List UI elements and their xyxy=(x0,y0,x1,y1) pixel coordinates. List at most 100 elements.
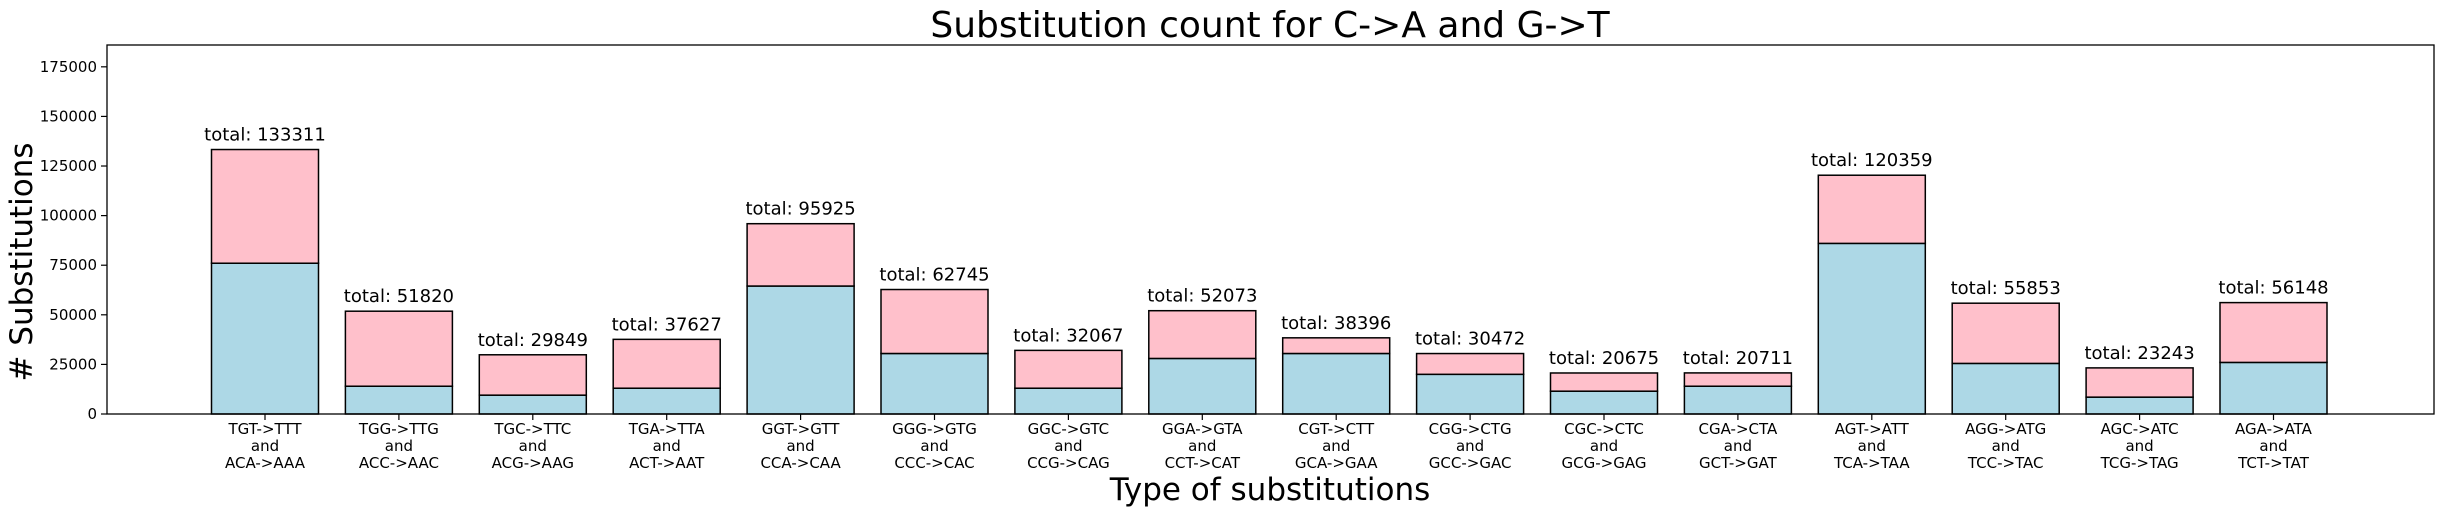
x-tick-label: CCA->CAA xyxy=(760,454,841,472)
bar-segment-1-13 xyxy=(1817,242,1927,415)
total-label: total: 133311 xyxy=(204,125,326,146)
x-tick-label: GCA->GAA xyxy=(1295,454,1378,472)
bar-segment-2-5 xyxy=(746,222,855,287)
x-tick-label: and xyxy=(1456,437,1484,455)
x-tick-label: GCT->GAT xyxy=(1699,454,1778,472)
bar-segment-1-6 xyxy=(880,352,989,415)
bar-segment-2-6 xyxy=(880,288,989,355)
x-tick-label: CGC->CTC xyxy=(1564,420,1644,438)
bar-segment-2-15 xyxy=(2085,367,2194,398)
y-axis-label: # Substitutions xyxy=(4,142,40,381)
bar-segment-1-11 xyxy=(1549,390,1659,415)
chart-title: Substitution count for C->A and G->T xyxy=(930,5,1610,46)
bar-segment-1-16 xyxy=(2219,361,2328,415)
bar-segment-1-8 xyxy=(1148,357,1257,415)
bar-segment-2-4 xyxy=(612,338,721,389)
bar-segment-2-11 xyxy=(1549,372,1659,392)
x-tick-label: GGT->GTT xyxy=(762,420,840,438)
x-tick-label: GGC->GTC xyxy=(1028,420,1110,438)
total-label: total: 38396 xyxy=(1281,313,1391,334)
x-tick-label: GCG->GAG xyxy=(1562,454,1647,472)
total-label: total: 30472 xyxy=(1415,329,1525,350)
x-tick-label: TCG->TAG xyxy=(2100,454,2179,472)
plot-area: total: 133311 total: 51820 total: 29849 tot… xyxy=(40,44,2435,472)
x-tick-label: TCC->TAC xyxy=(1967,454,2044,472)
y-tick-label: 75000 xyxy=(49,256,97,274)
x-tick-label: ACG->AAG xyxy=(492,454,574,472)
bar-segment-2-8 xyxy=(1148,309,1257,360)
x-tick-label: TGG->TTG xyxy=(358,420,439,438)
x-tick-label: and xyxy=(251,437,279,455)
total-label: total: 62745 xyxy=(879,265,989,286)
y-tick-label: 25000 xyxy=(49,355,97,373)
x-tick-label: ACC->AAC xyxy=(359,454,439,472)
total-label: total: 52073 xyxy=(1147,286,1257,307)
x-tick-label: and xyxy=(1188,437,1216,455)
total-label: total: 29849 xyxy=(478,330,588,351)
bar-segment-1-14 xyxy=(1951,362,2060,415)
x-tick-label: AGC->ATC xyxy=(2101,420,2179,438)
x-tick-label: CGA->CTA xyxy=(1699,420,1778,438)
bar-segment-2-7 xyxy=(1014,349,1123,389)
y-tick-label: 125000 xyxy=(40,157,97,175)
x-tick-label: CCT->CAT xyxy=(1165,454,1241,472)
x-tick-label: TGC->TTC xyxy=(493,420,571,438)
x-tick-label: and xyxy=(920,437,948,455)
x-tick-label: and xyxy=(1724,437,1752,455)
x-tick-label: and xyxy=(1054,437,1082,455)
y-tick-label: 50000 xyxy=(49,306,97,324)
bar-segment-1-15 xyxy=(2085,396,2194,415)
total-label: total: 120359 xyxy=(1811,150,1933,171)
bar-segment-2-14 xyxy=(1951,302,2060,365)
plot-frame xyxy=(106,44,2435,415)
bar-segment-2-2 xyxy=(344,310,454,387)
bar-segment-1-9 xyxy=(1281,352,1391,415)
y-tick-label: 100000 xyxy=(40,207,97,225)
x-tick-label: and xyxy=(653,437,681,455)
x-tick-label: and xyxy=(1858,437,1886,455)
bar-segment-1-7 xyxy=(1014,387,1123,415)
x-tick-label: CCC->CAC xyxy=(894,454,974,472)
x-tick-label: ACT->AAT xyxy=(629,454,705,472)
total-label: total: 20711 xyxy=(1683,348,1793,369)
x-tick-label: TGA->TTA xyxy=(628,420,706,438)
x-tick-label: and xyxy=(1590,437,1618,455)
bar-segment-1-2 xyxy=(344,385,454,415)
x-tick-label: AGT->ATT xyxy=(1835,420,1910,438)
bar-segment-1-3 xyxy=(478,394,588,415)
bar-segment-1-10 xyxy=(1415,373,1525,415)
total-label: total: 55853 xyxy=(1951,278,2061,299)
bar-segment-2-1 xyxy=(210,148,320,264)
x-tick-label: and xyxy=(1992,437,2020,455)
x-tick-label: TCA->TAA xyxy=(1833,454,1910,472)
x-tick-label: CGT->CTT xyxy=(1298,420,1375,438)
bar-segment-1-12 xyxy=(1683,385,1793,415)
total-label: total: 51820 xyxy=(344,286,454,307)
total-label: total: 37627 xyxy=(612,314,722,335)
x-tick-label: TGT->TTT xyxy=(228,420,303,438)
x-tick-label: and xyxy=(2125,437,2153,455)
x-axis-label: Type of substitutions xyxy=(1109,472,1431,508)
total-label: total: 23243 xyxy=(2084,343,2194,364)
x-tick-label: ACA->AAA xyxy=(225,454,306,472)
x-tick-label: AGA->ATA xyxy=(2235,420,2313,438)
bar-segment-2-10 xyxy=(1415,352,1525,376)
x-tick-label: and xyxy=(786,437,814,455)
x-tick-label: GGA->GTA xyxy=(1162,420,1243,438)
total-label: total: 20675 xyxy=(1549,348,1659,369)
total-label: total: 32067 xyxy=(1013,325,1123,346)
x-tick-label: AGG->ATG xyxy=(1965,420,2046,438)
x-tick-label: and xyxy=(385,437,413,455)
x-tick-label: and xyxy=(2259,437,2287,455)
x-tick-label: and xyxy=(1322,437,1350,455)
bar-segment-2-3 xyxy=(478,354,588,396)
bar-segment-2-13 xyxy=(1817,174,1927,245)
bar-segment-1-5 xyxy=(746,285,855,415)
x-tick-label: GGG->GTG xyxy=(892,420,977,438)
bar-segment-1-4 xyxy=(612,387,721,415)
x-tick-label: CGG->CTG xyxy=(1429,420,1512,438)
bar-segment-1-1 xyxy=(210,262,320,415)
y-tick-label: 175000 xyxy=(40,58,97,76)
bar-segment-2-9 xyxy=(1281,337,1391,355)
